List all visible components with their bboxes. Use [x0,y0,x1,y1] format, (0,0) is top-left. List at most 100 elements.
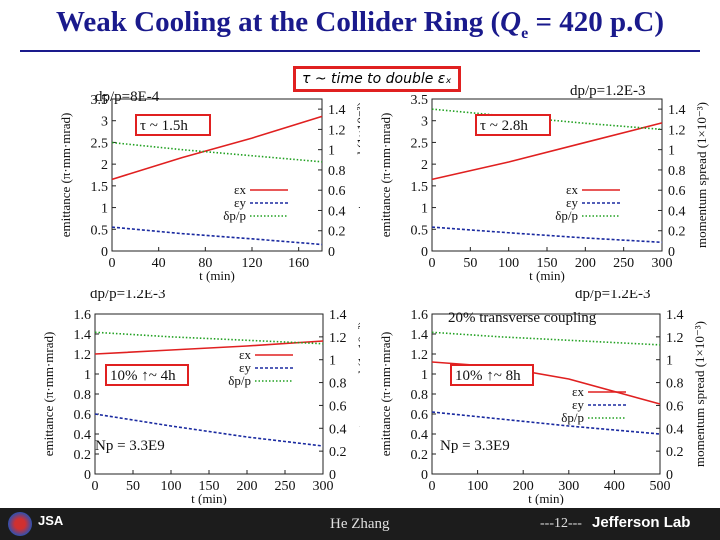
y2-tick-label: 0.4 [668,204,686,219]
y2-tick-label: 1.4 [329,308,347,323]
y2-tick-label: 0.6 [328,184,346,199]
tau-label: 10% ↑~ 4h [110,368,176,384]
y2-tick-label: 1.4 [328,103,346,118]
lab-logo-text: Jefferson Lab [592,514,691,531]
y-tick-label: 0.6 [411,408,429,423]
y2-axis-label: momentum spread (1×10⁻³) [354,102,360,248]
y2-tick-label: 1.2 [329,331,347,346]
y-tick-label: 1 [421,368,428,383]
y-tick-label: 0.8 [411,388,429,403]
jsa-logo-icon: JSA [38,513,64,528]
author-name: He Zhang [330,516,390,532]
x-tick-label: 200 [237,479,258,494]
tau-label-box [105,364,189,386]
y2-tick-label: 1.2 [668,123,686,138]
tau-label-box [475,114,551,136]
legend-entry: δp/p [223,208,246,223]
y-axis-label: emittance (π·mm·mrad) [58,113,73,238]
y2-tick-label: 0.8 [666,377,684,392]
x-tick-label: 0 [429,479,436,494]
x-axis-label: t (min) [529,268,565,283]
y-tick-label: 0 [101,245,108,260]
x-tick-label: 40 [152,256,166,271]
tau-label-box [450,364,534,386]
x-tick-label: 100 [498,256,519,271]
x-tick-label: 160 [288,256,309,271]
tau-label: 10% ↑~ 8h [455,368,521,384]
x-tick-label: 300 [313,479,334,494]
tau-definition-box: τ ~ time to double εₓ [293,66,461,92]
x-tick-label: 0 [109,256,116,271]
x-tick-label: 120 [242,256,263,271]
y-tick-label: 1.6 [74,308,92,323]
dp-label: dp/p=1.2E-3 [90,290,166,302]
y2-tick-label: 1 [666,354,673,369]
y-tick-label: 3.5 [411,93,429,108]
y2-tick-label: 0.2 [328,225,346,240]
legend-entry: δp/p [555,208,578,223]
annotation-label: Np = 3.3E9 [95,438,165,454]
tau-label: τ ~ 2.8h [480,118,528,134]
doe-seal-icon [8,512,32,536]
y2-tick-label: 0.2 [668,225,686,240]
y2-tick-label: 0.2 [666,445,684,460]
x-tick-label: 400 [604,479,625,494]
y2-tick-label: 0.2 [329,445,347,460]
y2-tick-label: 0 [328,245,335,260]
y2-tick-label: 0 [329,468,336,483]
x-axis-label: t (min) [199,268,235,283]
y-tick-label: 0.2 [411,448,429,463]
y-tick-label: 0 [421,468,428,483]
y2-tick-label: 0.8 [328,164,346,179]
x-tick-label: 300 [652,256,673,271]
y-tick-label: 2.5 [91,136,109,151]
series-line-εx [431,122,663,181]
y-axis-label: emittance (π·mm·mrad) [378,113,393,238]
y2-tick-label: 1.2 [328,123,346,138]
y-tick-label: 0.6 [74,408,92,423]
y2-tick-label: 0.8 [668,164,686,179]
y-tick-label: 1 [84,368,91,383]
x-tick-label: 50 [463,256,477,271]
y-tick-label: 0.8 [74,388,92,403]
y-tick-label: 0 [84,468,91,483]
y-tick-label: 0.4 [411,428,429,443]
dp-label: dp/p=1.2E-3 [570,85,646,99]
chart-panel-bottom-right: 0 100 200 300 400 50000.20.40.60.811.21.41.60… [378,290,707,505]
y2-axis-label: momentum spread (1×10⁻³) [355,321,360,467]
y-tick-label: 1.4 [74,328,92,343]
y2-tick-label: 0.6 [668,184,686,199]
legend-entry: εx [239,347,251,362]
x-tick-label: 0 [92,479,99,494]
legend-entry: εy [572,397,584,412]
chart-panel-top-right: 0 50 100 150 200 250 30000.511.522.533.500.20.… [378,85,709,283]
series-line-εy [94,413,324,447]
x-axis-label: t (min) [191,491,227,505]
y-axis-label: emittance (π·mm·mrad) [378,332,393,457]
title-rule [20,50,700,52]
y-tick-label: 0.4 [74,428,92,443]
legend-entry: εy [234,195,246,210]
series-line-dpp [111,141,323,163]
x-tick-label: 200 [575,256,596,271]
legend-entry: εy [239,360,251,375]
y-tick-label: 3 [101,115,108,130]
y-tick-label: 1.5 [91,180,109,195]
y-axis-label: emittance (π·mm·mrad) [41,332,56,457]
y2-axis-label: momentum spread (1×10⁻³) [694,102,709,248]
y2-tick-label: 1.2 [666,331,684,346]
y-tick-label: 1 [101,202,108,217]
annotation-label: 20% transverse coupling [448,310,597,326]
x-tick-label: 250 [613,256,634,271]
x-tick-label: 150 [199,479,220,494]
tau-label: τ ~ 1.5h [140,118,188,134]
series-line-dpp [94,331,324,345]
y2-tick-label: 0.4 [666,422,684,437]
chart-panel-top-left: 0 40 80 120 160 0 0.5 1 1.5 2 2.5 3 3.5 0 0.2 0.4 0.6 0.8… [58,89,360,283]
y2-tick-label: 0.6 [666,399,684,414]
y-tick-label: 2 [421,158,428,173]
y2-axis-label: momentum spread (1×10⁻³) [692,321,707,467]
footer-bar: He Zhang ---12--- Jefferson Lab [0,508,720,540]
y2-tick-label: 0.4 [329,422,347,437]
x-tick-label: 250 [275,479,296,494]
